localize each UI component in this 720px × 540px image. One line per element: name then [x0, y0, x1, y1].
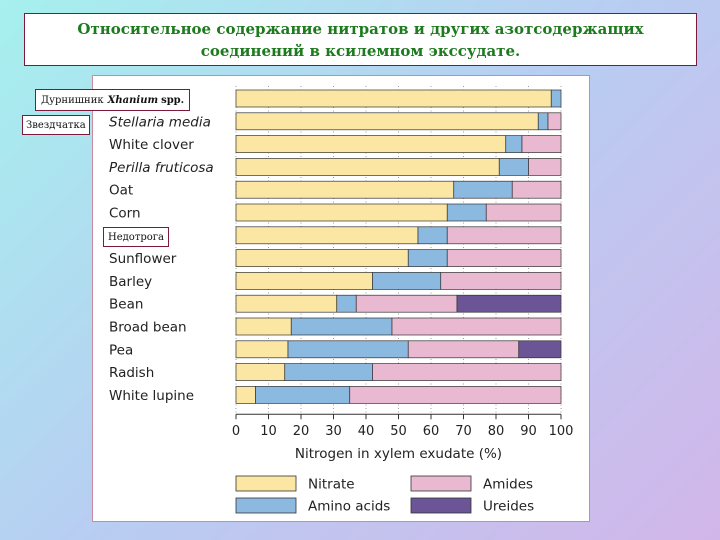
bar-segment-amino-acids [446, 203, 487, 222]
bar-segment-nitrate [235, 363, 286, 381]
bar-segment-amino-acids [453, 180, 513, 199]
category-label: Broad bean [109, 320, 187, 336]
category-label: White lupine [109, 388, 194, 404]
category-label: Barley [109, 274, 152, 290]
legend: Nitrate Amides Amino acids Ureides [235, 475, 534, 515]
legend-swatch [235, 497, 297, 514]
bars [235, 89, 562, 404]
gridlines [235, 86, 562, 415]
x-axis-title: Nitrogen in xylem exudate (%) [295, 446, 502, 462]
bar-segment-amino-acids [255, 386, 351, 404]
bar-segment-amino-acids [417, 226, 448, 245]
legend-swatch [410, 497, 472, 514]
bar-segment-amides [547, 112, 562, 131]
callout-xanthium: Дурнишник Xhanium spp. [35, 89, 191, 111]
bar-segment-amino-acids [287, 340, 409, 359]
bar-segment-amino-acids [498, 158, 529, 176]
x-tick-label: 30 [325, 424, 342, 439]
bar-segment-amino-acids [336, 294, 357, 313]
bar-segment-ureides [518, 340, 562, 359]
callout-ambrosia: Недотрога [103, 227, 169, 247]
x-tick-label: 70 [455, 424, 472, 439]
bar-segment-amides [446, 226, 562, 245]
legend-swatch [410, 475, 472, 492]
bar-segment-nitrate [235, 386, 256, 404]
category-label: Pea [109, 342, 133, 358]
bar-segment-nitrate [235, 272, 373, 290]
callout-xanthium-latin: Xhanium [107, 94, 159, 106]
x-tick-label: 100 [549, 424, 574, 439]
bar-segment-amides [521, 135, 562, 153]
legend-label: Amino acids [308, 499, 390, 515]
legend-swatch [235, 475, 297, 492]
callout-xanthium-spp: spp. [161, 94, 185, 106]
bar-segment-amides [511, 180, 562, 199]
legend-label: Ureides [483, 499, 534, 515]
bar-segment-amino-acids [550, 89, 562, 108]
figure-panel: Stellaria media White clover Perilla fruti… [92, 75, 590, 522]
category-label: Corn [109, 206, 141, 222]
bar-segment-nitrate [235, 203, 448, 222]
nitrogen-stacked-bar-chart: Stellaria media White clover Perilla fruti… [109, 86, 574, 515]
bar-segment-amides [355, 294, 458, 313]
category-label: Perilla fruticosa [109, 160, 214, 176]
bar-segment-amides [372, 363, 562, 381]
bar-segment-amino-acids [537, 112, 549, 131]
x-tick-label: 90 [520, 424, 537, 439]
category-label: Stellaria media [109, 114, 211, 130]
bar-segment-nitrate [235, 135, 507, 153]
legend-label: Amides [483, 477, 533, 493]
bar-segment-nitrate [235, 89, 552, 108]
bar-segment-nitrate [235, 317, 292, 336]
category-label: Oat [109, 183, 133, 199]
callout-xanthium-ru: Дурнишник [41, 94, 104, 106]
bar-segment-nitrate [235, 158, 500, 176]
x-tick-label: 0 [232, 424, 240, 439]
bar-segment-nitrate [235, 249, 409, 267]
bar-segment-amino-acids [284, 363, 373, 381]
bar-segment-amides [440, 272, 562, 290]
x-tick-label: 50 [390, 424, 407, 439]
x-tick-label: 40 [358, 424, 375, 439]
x-tick-label: 20 [293, 424, 310, 439]
category-labels: Stellaria media White clover Perilla fruti… [109, 114, 214, 404]
bar-segment-amides [349, 386, 562, 404]
x-tick-label: 60 [423, 424, 440, 439]
bar-segment-amides [485, 203, 562, 222]
bar-segment-ureides [456, 294, 562, 313]
category-label: Bean [109, 297, 143, 313]
bar-segment-nitrate [235, 226, 419, 245]
callout-stellaria: Звездчатка [22, 115, 90, 135]
bar-segment-nitrate [235, 294, 338, 313]
x-tick-label: 80 [488, 424, 505, 439]
category-label: Sunflower [109, 251, 177, 267]
bar-segment-nitrate [235, 180, 455, 199]
bar-segment-amino-acids [372, 272, 442, 290]
bar-segment-amides [391, 317, 562, 336]
bar-segment-amides [528, 158, 562, 176]
x-tick-label: 10 [260, 424, 277, 439]
bar-segment-nitrate [235, 112, 539, 131]
bar-segment-amino-acids [407, 249, 448, 267]
bar-segment-amino-acids [505, 135, 523, 153]
legend-label: Nitrate [308, 477, 355, 493]
bar-segment-amino-acids [290, 317, 393, 336]
slide-title: Относительное содержание нитратов и друг… [24, 13, 697, 66]
category-label: White clover [109, 137, 194, 153]
bar-segment-amides [407, 340, 520, 359]
bar-segment-amides [446, 249, 562, 267]
x-axis: 0 10 20 30 40 50 60 70 80 90 100 Nitrogen in xylem … [232, 413, 574, 462]
bar-segment-nitrate [235, 340, 289, 359]
category-label: Radish [109, 365, 154, 381]
